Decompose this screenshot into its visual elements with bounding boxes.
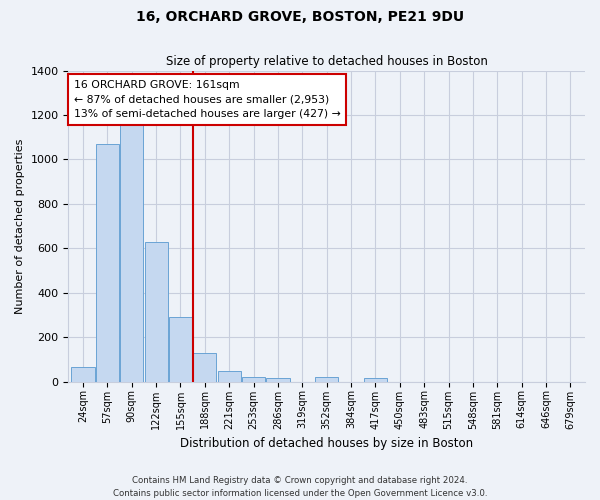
Bar xyxy=(193,353,217,382)
Bar xyxy=(364,378,387,382)
Bar xyxy=(218,371,241,382)
Bar xyxy=(145,242,168,382)
Title: Size of property relative to detached houses in Boston: Size of property relative to detached ho… xyxy=(166,55,488,68)
Y-axis label: Number of detached properties: Number of detached properties xyxy=(15,138,25,314)
Bar xyxy=(242,377,265,382)
Bar xyxy=(266,378,290,382)
Bar xyxy=(169,317,192,382)
X-axis label: Distribution of detached houses by size in Boston: Distribution of detached houses by size … xyxy=(180,437,473,450)
Text: 16, ORCHARD GROVE, BOSTON, PE21 9DU: 16, ORCHARD GROVE, BOSTON, PE21 9DU xyxy=(136,10,464,24)
Bar xyxy=(71,367,95,382)
Text: 16 ORCHARD GROVE: 161sqm
← 87% of detached houses are smaller (2,953)
13% of sem: 16 ORCHARD GROVE: 161sqm ← 87% of detach… xyxy=(74,80,340,120)
Bar xyxy=(96,144,119,382)
Bar xyxy=(120,124,143,382)
Bar xyxy=(315,377,338,382)
Text: Contains HM Land Registry data © Crown copyright and database right 2024.
Contai: Contains HM Land Registry data © Crown c… xyxy=(113,476,487,498)
